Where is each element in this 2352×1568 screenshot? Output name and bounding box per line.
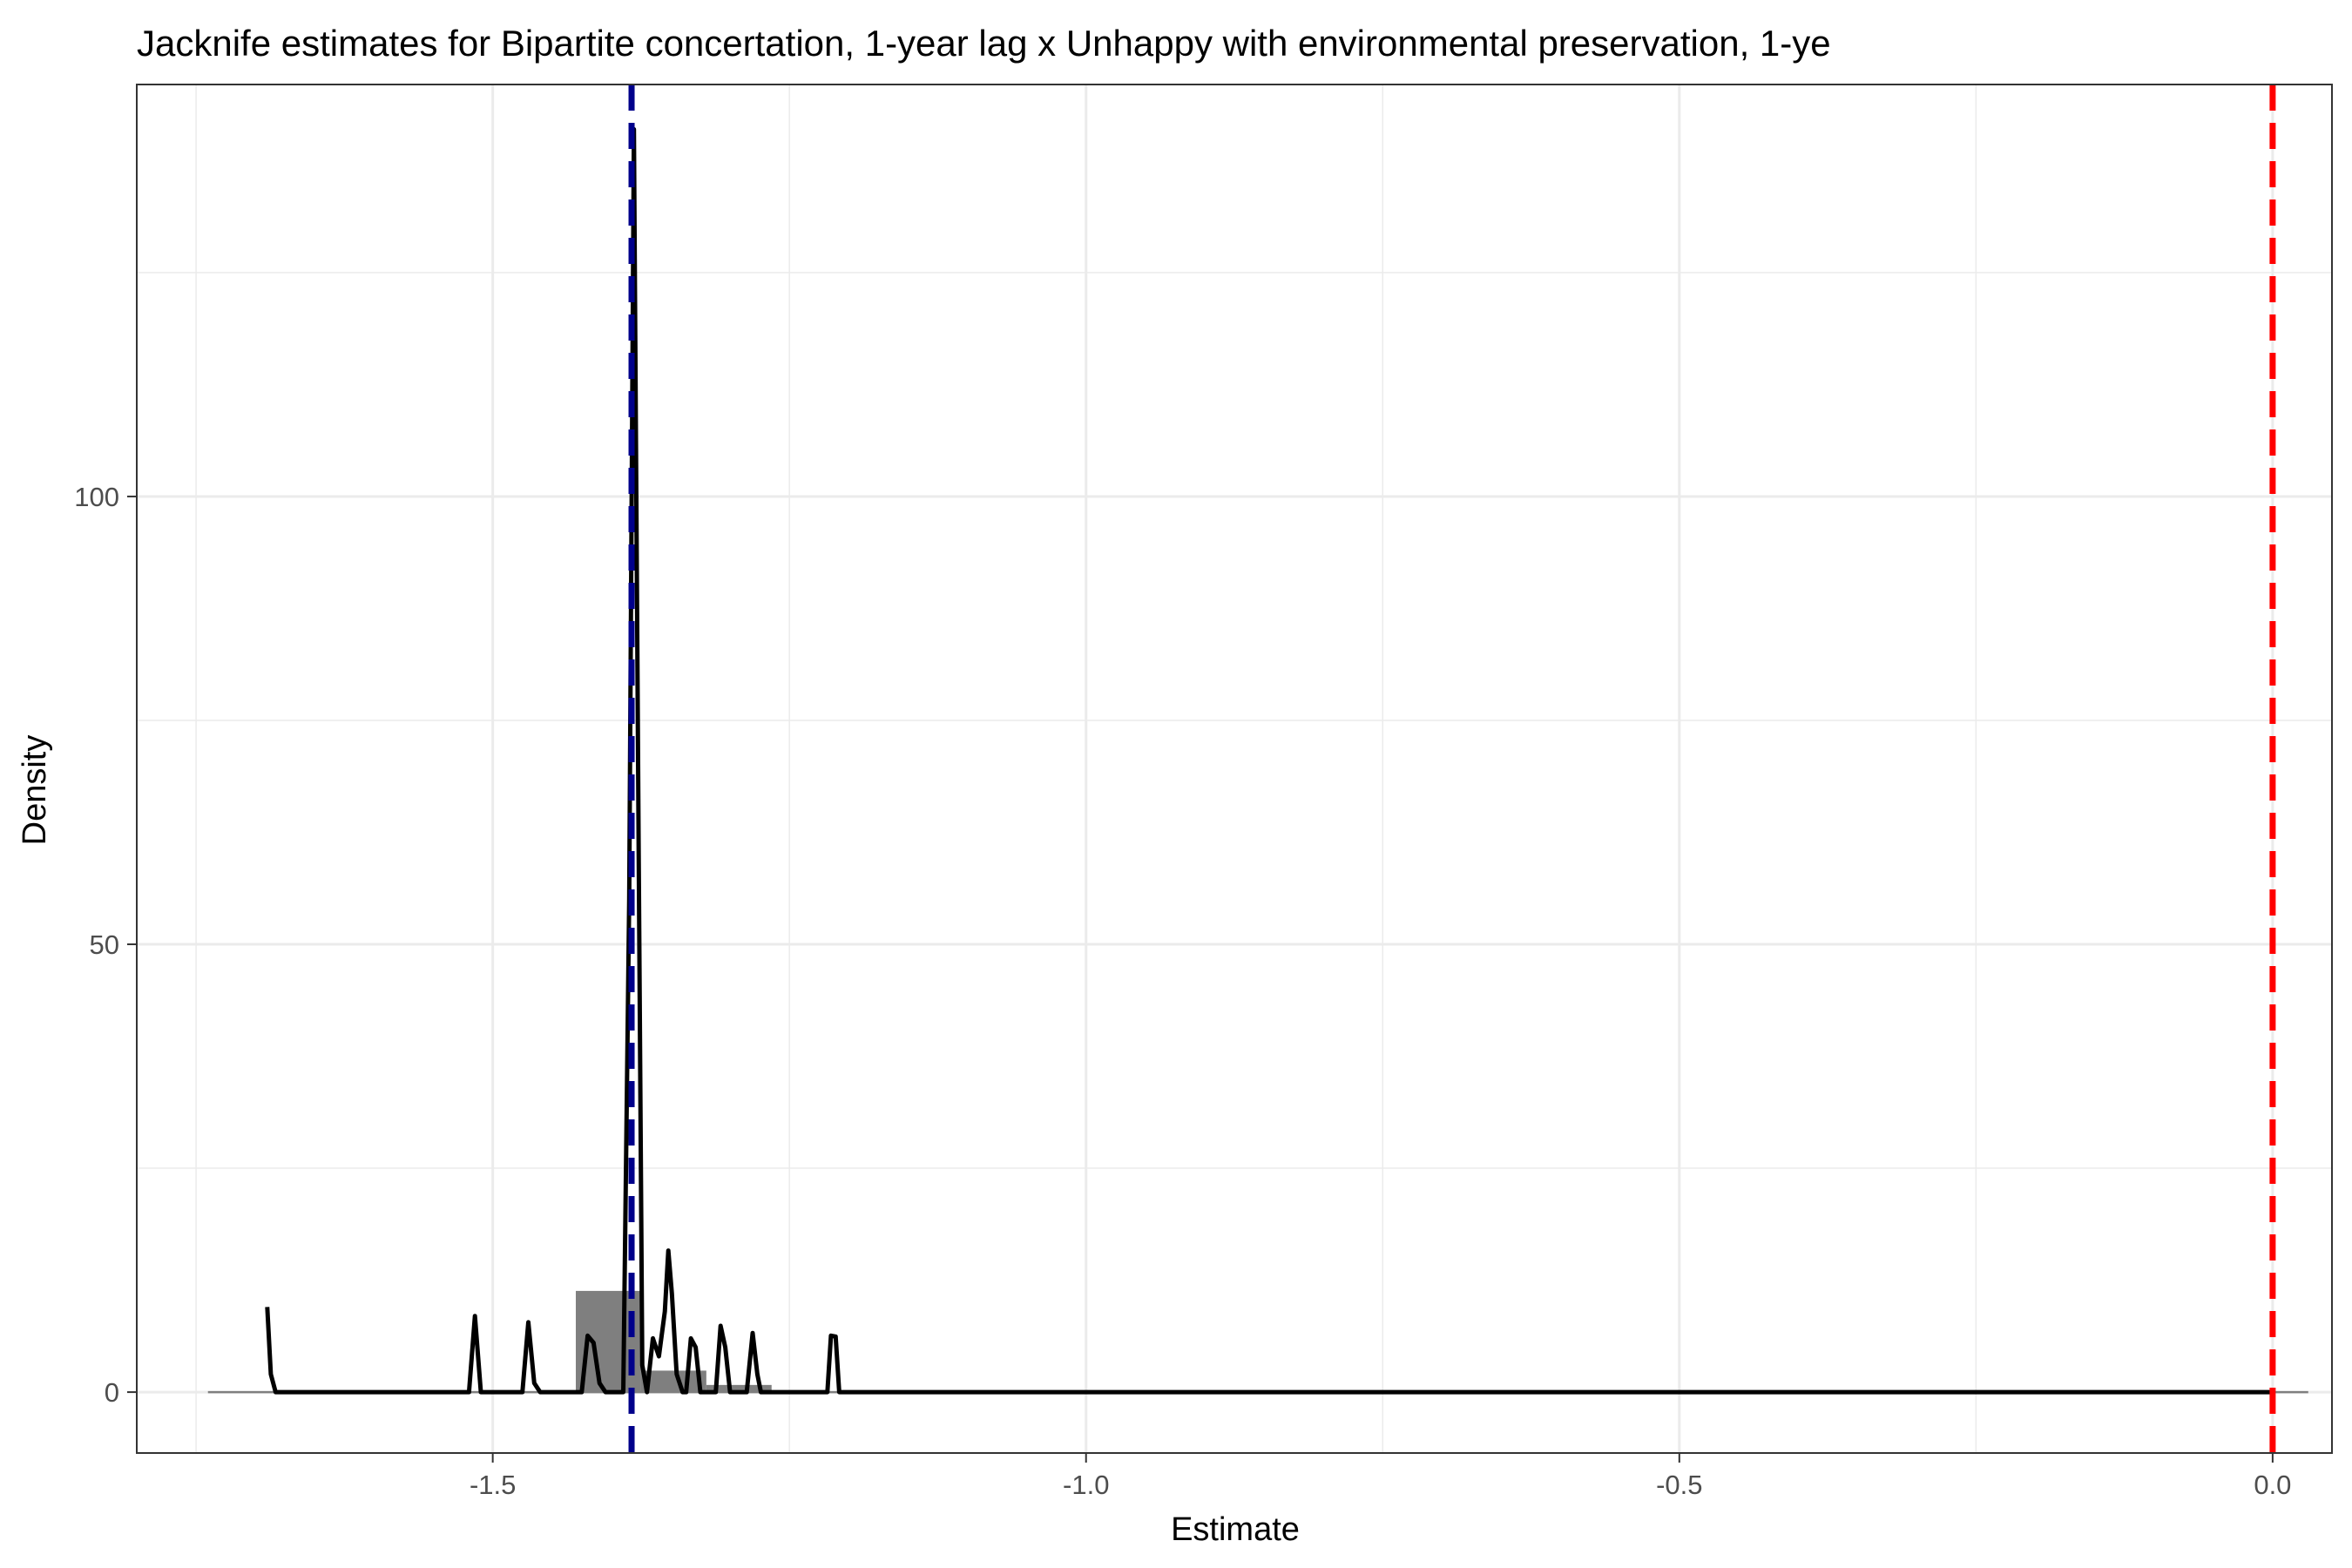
plot-panel bbox=[136, 84, 2333, 1454]
x-tick-label: -1.5 bbox=[470, 1470, 516, 1500]
x-tick-label: -0.5 bbox=[1656, 1470, 1702, 1500]
x-tick-label: 0.0 bbox=[2254, 1470, 2291, 1500]
x-axis-title: Estimate bbox=[1171, 1511, 1300, 1548]
x-axis: -1.5 -1.0 -0.5 0.0 bbox=[470, 1453, 2291, 1500]
plot-layers bbox=[207, 84, 2308, 1453]
x-tick-label: -1.0 bbox=[1063, 1470, 1109, 1500]
y-axis: 0 50 100 bbox=[74, 482, 137, 1408]
histogram-bar bbox=[706, 1384, 772, 1393]
y-tick-label: 0 bbox=[105, 1377, 119, 1408]
histogram-bar bbox=[640, 1370, 706, 1393]
panel-border bbox=[136, 84, 2333, 1454]
y-tick-label: 50 bbox=[90, 929, 119, 960]
density-curve bbox=[265, 126, 2272, 1395]
y-axis-title: Density bbox=[17, 735, 53, 846]
y-tick-label: 100 bbox=[74, 482, 119, 512]
chart-title: Jacknife estimates for Bipartite concert… bbox=[137, 23, 1831, 64]
